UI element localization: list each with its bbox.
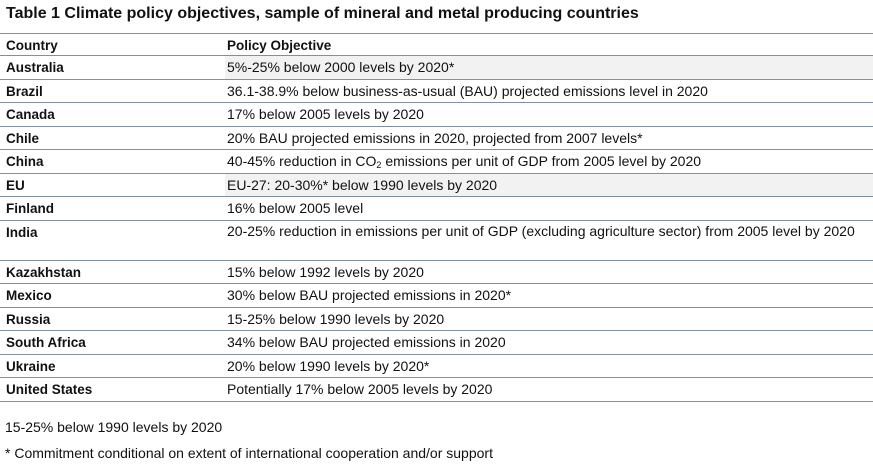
table-row-united-states: United States Potentially 17% below 2005… [0, 378, 873, 402]
country-cell: EU [6, 177, 25, 193]
country-cell: Finland [6, 201, 54, 216]
table-row-australia: Australia 5%-25% below 2000 levels by 20… [0, 56, 873, 80]
objective-cell: 15% below 1992 levels by 2020 [227, 263, 424, 280]
table-row-ukraine: Ukraine 20% below 1990 levels by 2020* [0, 355, 873, 378]
objective-cell: EU-27: 20-30%* below 1990 levels by 2020 [225, 173, 873, 196]
table-title: Table 1 Climate policy objectives, sampl… [6, 5, 639, 22]
country-cell: Russia [6, 311, 51, 327]
country-cell: Australia [6, 60, 64, 75]
table-top-rule [0, 33, 873, 34]
country-cell: South Africa [6, 335, 86, 350]
country-cell: United States [6, 382, 93, 397]
table-row-india: India 20-25% reduction in emissions per … [0, 221, 873, 261]
country-cell: China [6, 154, 44, 169]
country-cell: Canada [6, 107, 55, 122]
subscript-text: 2 [376, 160, 382, 170]
table-row-mexico: Mexico 30% below BAU projected emissions… [0, 284, 873, 308]
table-row-canada: Canada 17% below 2005 levels by 2020 [0, 103, 873, 127]
table-row-china: China 40-45% reduction in CO2 emissions … [0, 150, 873, 174]
column-header-policy-objective: Policy Objective [227, 38, 332, 53]
objective-cell: 16% below 2005 level [227, 200, 364, 216]
table-row-eu: EU EU-27: 20-30%* below 1990 levels by 2… [0, 173, 873, 197]
country-cell: India [6, 224, 38, 240]
country-cell: Kazakhstan [6, 264, 82, 280]
table-row-russia: Russia 15-25% below 1990 levels by 2020 [0, 308, 873, 331]
objective-cell: 36.1-38.9% below business-as-usual (BAU)… [227, 82, 708, 99]
objective-cell: 5%-25% below 2000 levels by 2020* [225, 56, 873, 79]
policy-table: Country Policy Objective Australia 5%-25… [0, 35, 873, 402]
table-row-finland: Finland 16% below 2005 level [0, 197, 873, 221]
objective-cell: 30% below BAU projected emissions in 202… [227, 287, 512, 303]
objective-cell: 34% below BAU projected emissions in 202… [227, 334, 506, 350]
country-cell: Ukraine [6, 358, 56, 374]
country-cell: Chile [6, 130, 40, 146]
objective-cell: 15-25% below 1990 levels by 2020 [227, 310, 445, 327]
country-cell: Brazil [6, 83, 43, 99]
column-header-country: Country [6, 38, 58, 53]
table-row-brazil: Brazil 36.1-38.9% below business-as-usua… [0, 80, 873, 103]
objective-cell: Potentially 17% below 2005 levels by 202… [227, 381, 493, 397]
table-row-chile: Chile 20% BAU projected emissions in 202… [0, 127, 873, 150]
objective-text-part: 40-45% reduction in CO [227, 153, 377, 169]
country-cell: Mexico [6, 288, 52, 303]
table-row-kazakhstan: Kazakhstan 15% below 1992 levels by 2020 [0, 261, 873, 284]
objective-cell: 20% BAU projected emissions in 2020, pro… [227, 129, 643, 146]
table-note: 15-25% below 1990 levels by 2020 [5, 419, 223, 435]
objective-text-part: emissions per unit of GDP from 2005 leve… [381, 153, 702, 169]
table-footnote: * Commitment conditional on extent of in… [5, 445, 493, 461]
objective-cell: 20% below 1990 levels by 2020* [227, 357, 430, 374]
objective-cell: 20-25% reduction in emissions per unit o… [227, 222, 855, 239]
objective-cell: 40-45% reduction in CO2 emissions per un… [225, 150, 873, 173]
objective-cell: 17% below 2005 levels by 2020 [227, 106, 424, 122]
table-row-south-africa: South Africa 34% below BAU projected emi… [0, 331, 873, 355]
table-header-row: Country Policy Objective [0, 35, 873, 56]
